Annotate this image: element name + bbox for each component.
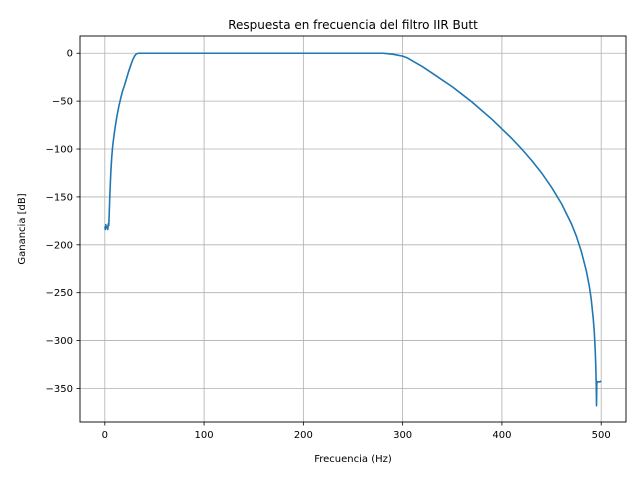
y-tick-label: −250 bbox=[46, 288, 73, 299]
series-line bbox=[104, 52, 602, 407]
y-tick-label: −350 bbox=[46, 384, 73, 395]
y-tick-label: 0 bbox=[67, 49, 73, 60]
x-tick-label: 500 bbox=[592, 430, 611, 441]
y-tick-label: −100 bbox=[46, 145, 73, 156]
series-line-group bbox=[104, 52, 602, 407]
x-tick-label: 300 bbox=[393, 430, 412, 441]
grid bbox=[80, 36, 626, 422]
x-tick-label: 100 bbox=[195, 430, 214, 441]
x-tick-label: 400 bbox=[492, 430, 511, 441]
y-tick-label: −200 bbox=[46, 240, 73, 251]
y-axis: 0 −50 −100 −150 −200 −250 −300 −350 bbox=[46, 49, 80, 395]
y-tick-label: −150 bbox=[46, 192, 73, 203]
x-tick-label: 0 bbox=[102, 430, 108, 441]
x-tick-label: 200 bbox=[294, 430, 313, 441]
x-axis-title: Frecuencia (Hz) bbox=[314, 454, 392, 465]
chart-title: Respuesta en frecuencia del filtro IIR B… bbox=[228, 18, 478, 32]
x-axis: 0 100 200 300 400 500 bbox=[102, 422, 611, 441]
y-tick-label: −50 bbox=[52, 97, 73, 108]
y-tick-label: −300 bbox=[46, 336, 73, 347]
plot-frame bbox=[79, 35, 627, 423]
y-axis-title: Ganancia [dB] bbox=[17, 193, 28, 264]
